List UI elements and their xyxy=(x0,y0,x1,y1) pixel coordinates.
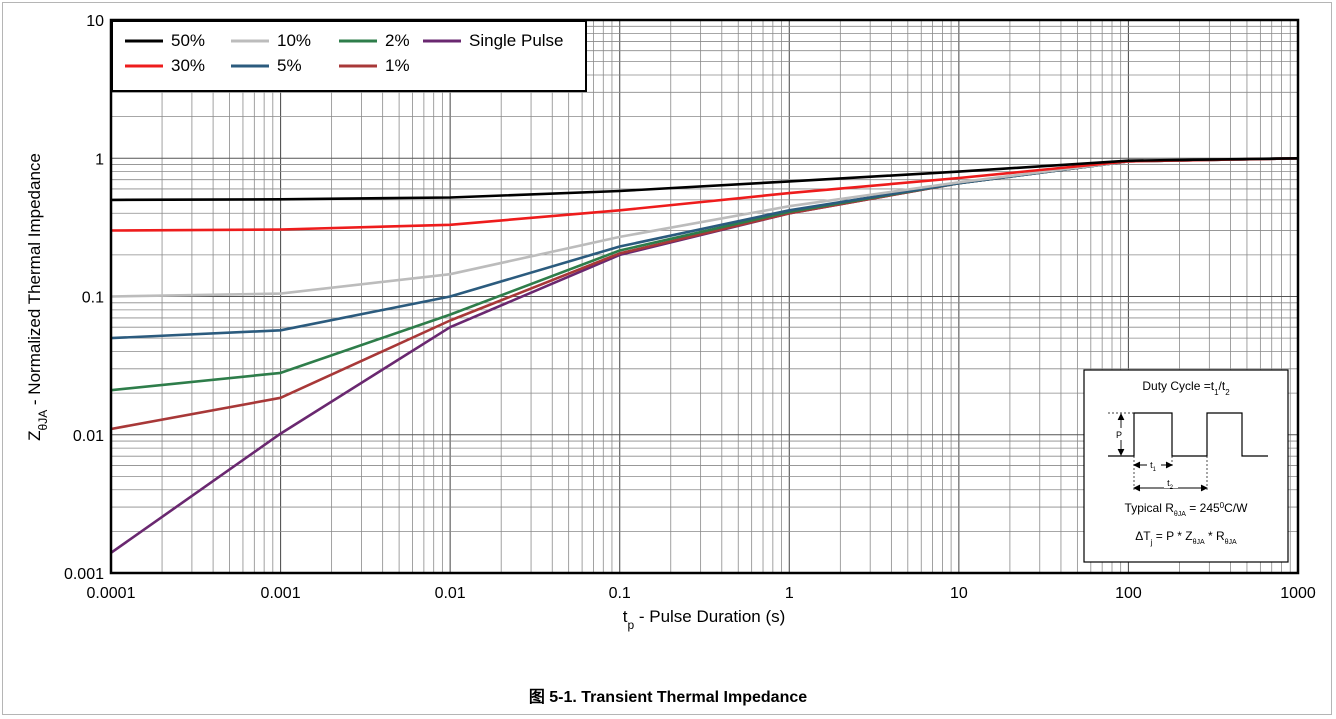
y-tick-label: 0.001 xyxy=(64,566,104,583)
x-tick-label: 100 xyxy=(1115,585,1142,602)
series-line-50- xyxy=(110,157,1299,202)
series-line-2- xyxy=(110,157,1299,392)
y-tick-label: 0.01 xyxy=(73,428,104,445)
legend-box xyxy=(111,20,587,92)
legend: 50% 10% 2% Single Pulse 30% 5% 1% xyxy=(111,20,587,92)
figure-caption: 图 5-1. Transient Thermal Impedance xyxy=(528,689,808,706)
y-tick-label: 1 xyxy=(95,151,104,168)
x-axis-label: tp - Pulse Duration (s) xyxy=(623,607,786,632)
x-tick-label: 0.001 xyxy=(261,585,301,602)
t1-arrow-heads xyxy=(1133,461,1173,469)
duty-cycle-inset: Duty Cycle =t1/t2 P t1 t2 Typical RθJA =… xyxy=(1083,369,1289,563)
y-axis-label: ZθJA - Normalized Thermal Impedance xyxy=(25,153,50,441)
legend-label: 1% xyxy=(385,56,410,75)
legend-label: 30% xyxy=(171,56,205,75)
x-tick-label: 1 xyxy=(785,585,794,602)
typical-r-text: Typical RθJA = 2450C/W xyxy=(1125,501,1249,518)
y-tick-labels: 0.001 0.01 0.1 1 10 xyxy=(64,13,104,583)
x-tick-label: 0.1 xyxy=(609,585,631,602)
x-tick-labels: 0.0001 0.001 0.01 0.1 1 10 100 1000 xyxy=(87,585,1316,602)
series-lines xyxy=(110,157,1299,554)
legend-label: Single Pulse xyxy=(469,31,564,50)
t2-label: t2 xyxy=(1167,478,1174,491)
x-tick-label: 1000 xyxy=(1280,585,1316,602)
legend-label: 5% xyxy=(277,56,302,75)
x-tick-label: 0.01 xyxy=(435,585,466,602)
x-tick-label: 10 xyxy=(950,585,968,602)
t2-arrow-heads xyxy=(1133,484,1208,492)
y-tick-label: 0.1 xyxy=(82,290,104,307)
p-arrow-heads xyxy=(1117,413,1125,456)
legend-label: 2% xyxy=(385,31,410,50)
legend-label: 10% xyxy=(277,31,311,50)
inset-title: Duty Cycle =t1/t2 xyxy=(1142,379,1230,397)
t1-label: t1 xyxy=(1150,460,1157,473)
p-label: P xyxy=(1116,430,1122,440)
delta-tj-equation: ΔTj = P * ZθJA * RθJA xyxy=(1135,529,1237,547)
series-line-30- xyxy=(110,157,1299,232)
plot-area-border xyxy=(109,18,1300,575)
pulse-waveform xyxy=(1108,412,1268,457)
y-tick-label: 10 xyxy=(86,13,104,30)
legend-label: 50% xyxy=(171,31,205,50)
inset-box xyxy=(1083,369,1289,563)
x-tick-label: 0.0001 xyxy=(87,585,136,602)
